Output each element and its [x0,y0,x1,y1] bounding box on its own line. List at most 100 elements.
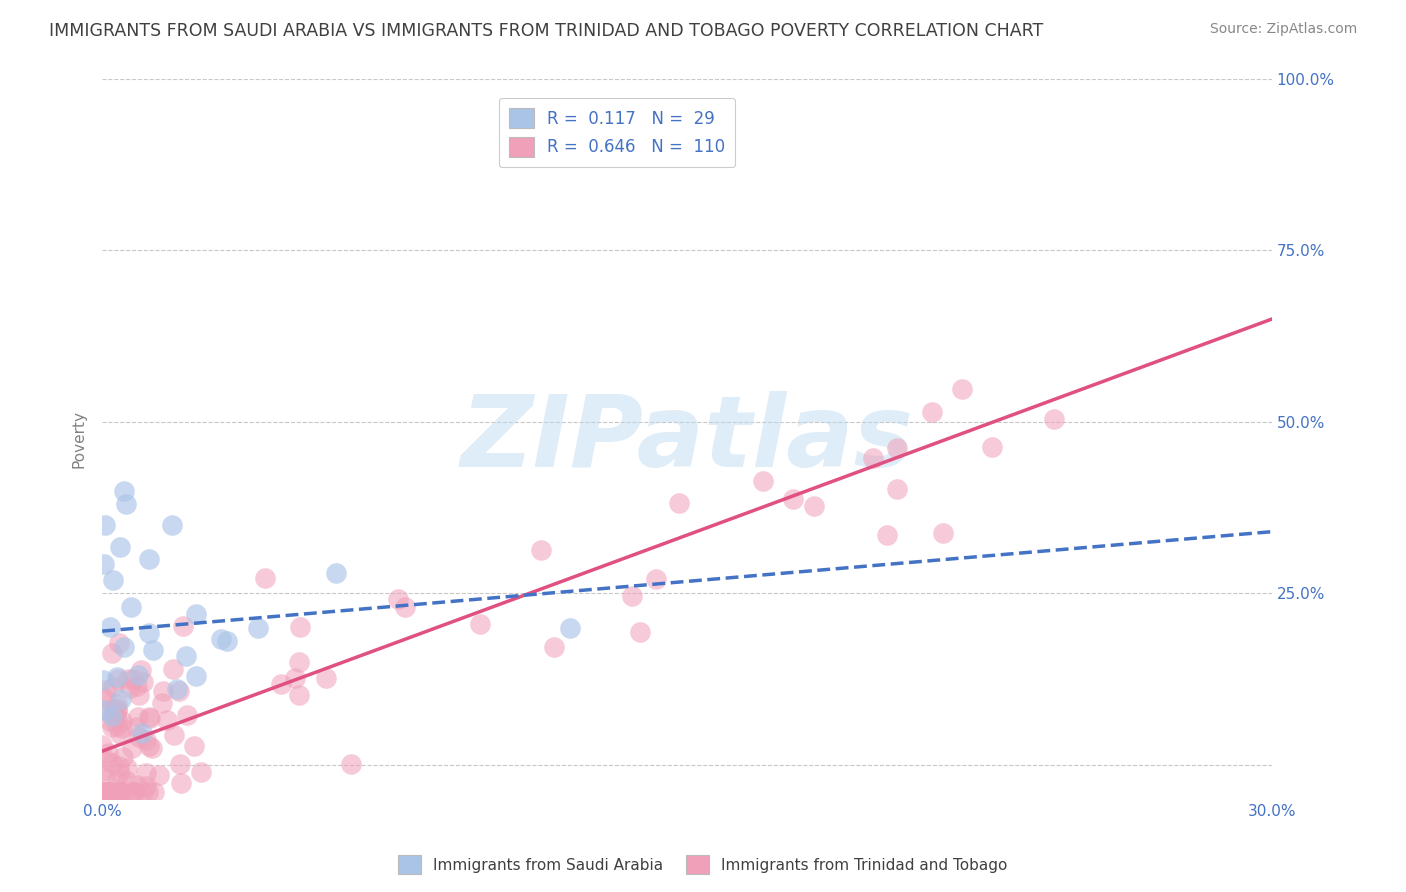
Point [91,673,114,687]
Point [139,711,162,725]
Point [108,636,131,650]
Point [108,727,131,741]
Point [156,713,179,727]
Point [150,696,173,710]
Point [254,571,277,585]
Point [129,663,152,677]
Text: Source: ZipAtlas.com: Source: ZipAtlas.com [1209,22,1357,37]
Point [876,528,898,542]
Point [184,669,207,683]
Point [112,483,135,498]
Point [270,677,292,691]
Point [132,785,155,799]
Point [105,704,128,718]
Point [103,709,125,723]
Point [558,621,581,635]
Point [530,542,553,557]
Point [98,785,121,799]
Point [110,785,132,799]
Point [172,619,194,633]
Point [111,714,134,728]
Point [93,702,115,716]
Point [284,671,307,685]
Point [169,756,191,771]
Point [1042,412,1064,426]
Point [105,670,128,684]
Point [247,621,270,635]
Point [163,728,186,742]
Point [107,672,129,686]
Point [190,764,212,779]
Point [135,779,157,793]
Point [170,776,193,790]
Point [162,662,184,676]
Point [215,634,238,648]
Point [125,679,148,693]
Point [110,691,132,706]
Point [124,785,146,799]
Point [752,474,775,488]
Point [135,766,157,780]
Point [105,785,128,799]
Point [138,626,160,640]
Point [118,681,141,695]
Legend: R =  0.117   N =  29, R =  0.646   N =  110: R = 0.117 N = 29, R = 0.646 N = 110 [499,98,735,167]
Point [115,774,138,789]
Point [125,720,148,734]
Point [174,649,197,664]
Point [628,624,651,639]
Point [932,525,955,540]
Point [112,750,135,764]
Point [921,405,943,419]
Point [108,759,131,773]
Point [782,491,804,506]
Point [981,440,1004,454]
Point [287,688,309,702]
Text: ZIPatlas: ZIPatlas [461,391,914,488]
Point [176,707,198,722]
Point [862,451,884,466]
Point [108,766,131,780]
Point [131,726,153,740]
Point [127,668,149,682]
Point [543,640,565,654]
Point [135,733,157,747]
Point [387,591,409,606]
Point [115,497,138,511]
Point [93,690,115,705]
Point [128,688,150,702]
Point [93,785,115,799]
Point [108,785,131,799]
Point [668,496,690,510]
Point [886,482,908,496]
Point [103,701,125,715]
Point [101,574,124,588]
Point [105,712,128,726]
Point [121,785,143,799]
Point [136,785,159,799]
Point [288,655,311,669]
Point [101,647,124,661]
Point [138,710,160,724]
Point [315,671,337,685]
Point [122,785,145,799]
Point [93,785,115,799]
Point [93,703,115,717]
Point [125,778,148,792]
Point [340,757,363,772]
Point [288,619,311,633]
Point [101,756,124,770]
Point [96,753,118,767]
Point [122,672,145,686]
Point [209,632,232,647]
Point [105,697,128,711]
Point [184,607,207,621]
Point [152,684,174,698]
Point [886,441,908,455]
Point [96,785,118,799]
Point [91,738,114,752]
Point [167,684,190,698]
Point [162,517,184,532]
Point [394,599,416,614]
Point [117,673,139,687]
